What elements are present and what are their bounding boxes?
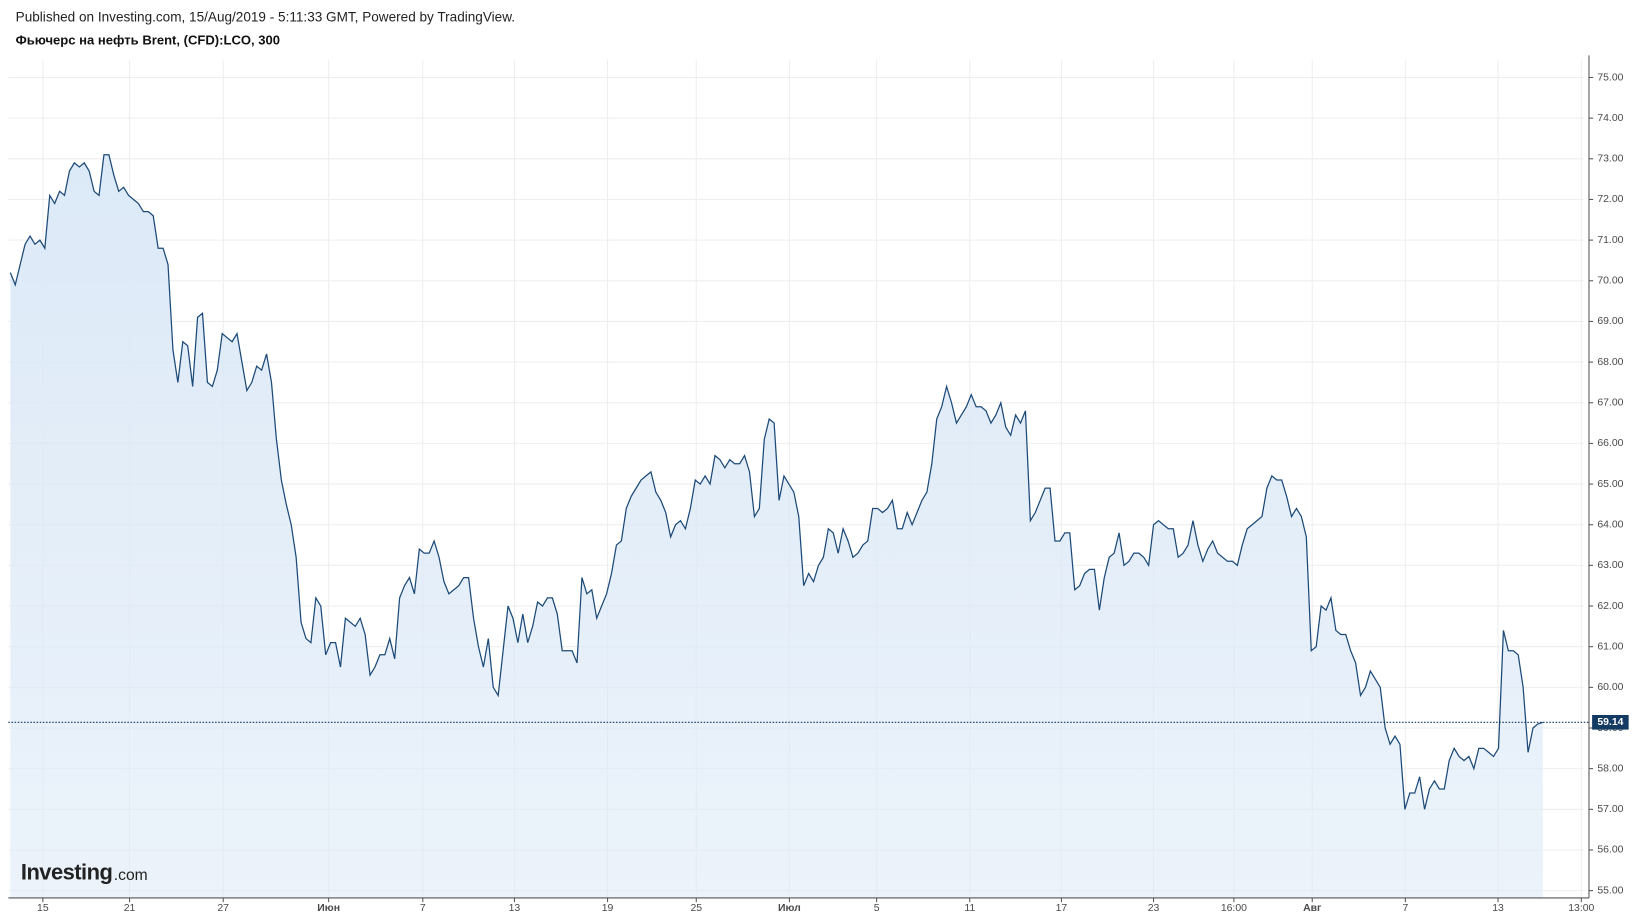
x-tick-label: 13 [1492, 903, 1504, 914]
chart-title: Фьючерс на нефть Brent, (CFD):LCO, 300 [16, 32, 280, 47]
y-tick-label: 64.00 [1597, 519, 1623, 530]
area [10, 154, 1543, 898]
x-tick-label: Июл [778, 903, 801, 914]
y-tick-label: 61.00 [1597, 641, 1623, 652]
y-tick-label: 74.00 [1597, 113, 1623, 124]
x-tick-label: 17 [1056, 903, 1068, 914]
x-tick-label: 21 [124, 903, 136, 914]
x-tick-label: 16:00 [1221, 903, 1247, 914]
y-tick-label: 70.00 [1597, 276, 1623, 287]
x-tick-label: 7 [1402, 903, 1408, 914]
x-tick-label: 15 [37, 903, 49, 914]
watermark-suffix: .com [114, 867, 148, 884]
x-tick-label: 13 [509, 903, 521, 914]
y-tick-label: 66.00 [1597, 438, 1623, 449]
x-tick-label: 13:00 [1568, 903, 1594, 914]
y-tick-label: 71.00 [1597, 235, 1623, 246]
watermark-brand: Investing [21, 860, 112, 885]
x-tick-label: 5 [874, 903, 880, 914]
y-tick-label: 75.00 [1597, 72, 1623, 83]
x-tick-label: 23 [1148, 903, 1160, 914]
y-tick-label: 60.00 [1597, 682, 1623, 693]
x-tick-label: 25 [690, 903, 702, 914]
x-tick-label: Июн [317, 903, 340, 914]
y-tick-label: 67.00 [1597, 398, 1623, 409]
plot-area: 55.0056.0057.0058.0059.0060.0061.0062.00… [8, 55, 1629, 914]
y-tick-label: 56.00 [1597, 845, 1623, 856]
published-note: Published on Investing.com, 15/Aug/2019 … [16, 9, 515, 24]
y-tick-label: 58.00 [1597, 763, 1623, 774]
x-tick-label: 19 [602, 903, 614, 914]
y-tick-label: 68.00 [1597, 357, 1623, 368]
y-tick-label: 63.00 [1597, 560, 1623, 571]
x-tick-label: 11 [964, 903, 975, 914]
x-tick-label: 27 [217, 903, 229, 914]
y-tick-label: 55.00 [1597, 885, 1623, 896]
y-tick-label: 65.00 [1597, 479, 1623, 490]
last-price-label: 59.14 [1597, 717, 1623, 728]
y-tick-label: 62.00 [1597, 601, 1623, 612]
y-tick-label: 73.00 [1597, 154, 1623, 165]
last-price-box [1592, 714, 1629, 730]
y-tick-label: 69.00 [1597, 316, 1623, 327]
x-tick-label: Авг [1303, 903, 1322, 914]
price-line [9, 154, 1544, 810]
x-tick-label: 7 [420, 903, 426, 914]
y-tick-label: 57.00 [1597, 804, 1623, 815]
y-tick-label: 72.00 [1597, 194, 1623, 205]
